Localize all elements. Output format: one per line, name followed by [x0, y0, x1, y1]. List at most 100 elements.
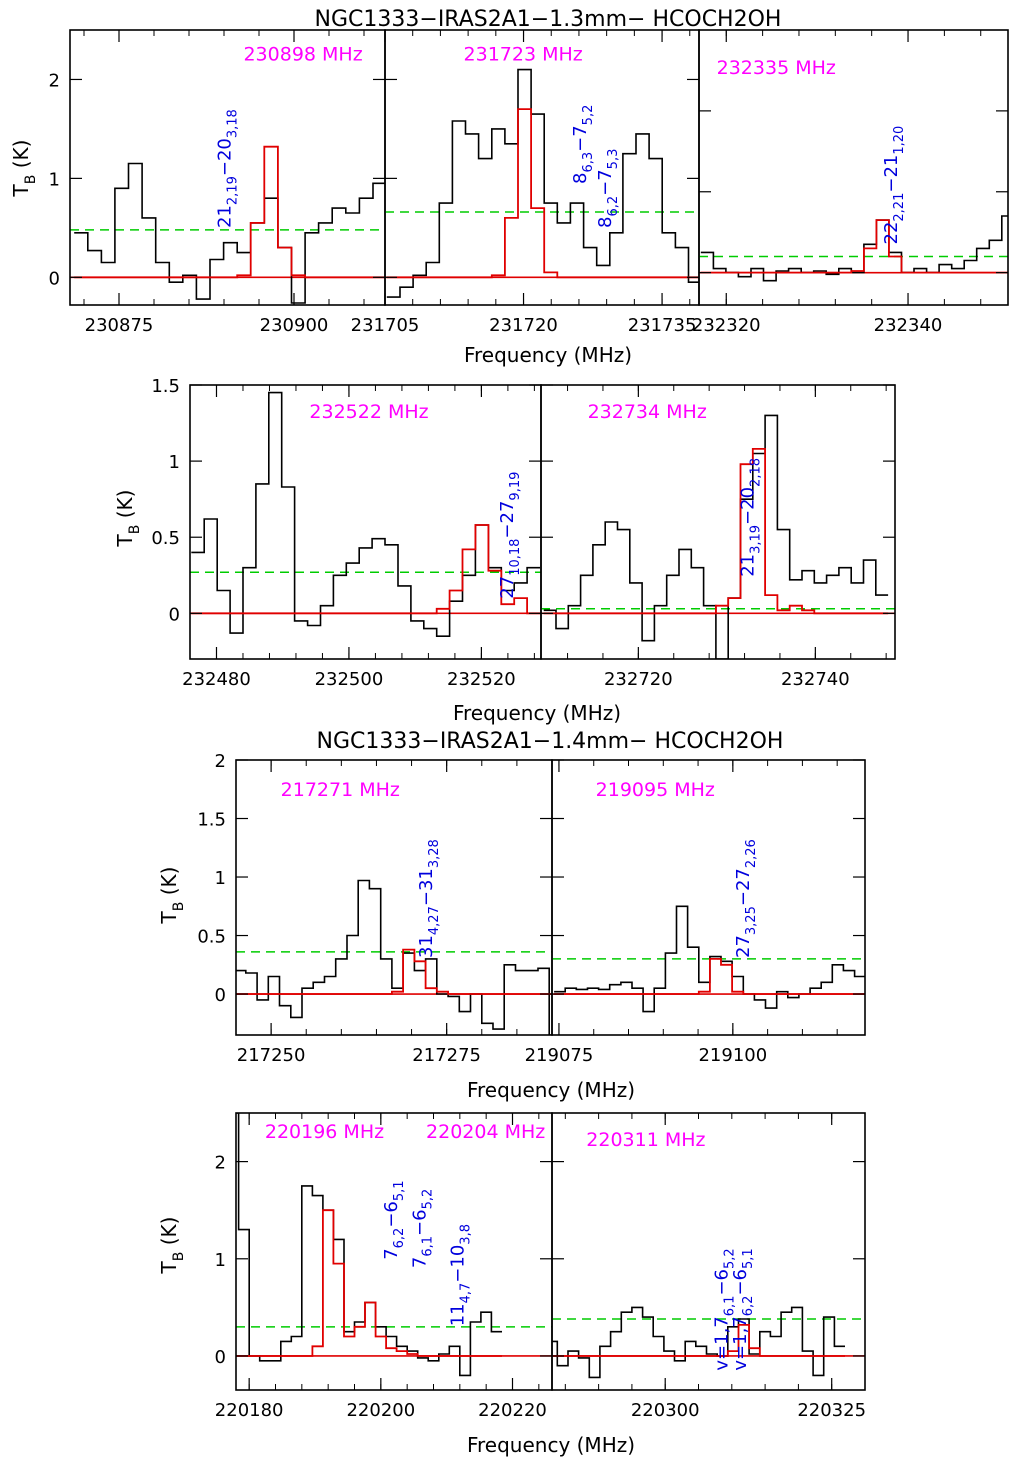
svg-text:TB (K): TB (K)	[9, 140, 39, 198]
frequency-label: 232734 MHz	[588, 401, 707, 423]
transition-label: 2710,18−279,19	[497, 472, 523, 599]
svg-text:v=1,76,1−65,2: v=1,76,1−65,2	[711, 1248, 737, 1370]
panel-p219095: 219075 219100 219095 MHz 273,25−272,26	[525, 759, 866, 1066]
x-tick-label: 232340	[874, 315, 943, 336]
transition-label: 76,1−65,2	[410, 1189, 436, 1268]
model-spectrum	[552, 1324, 845, 1357]
x-tick-label: 220220	[478, 1400, 547, 1421]
y-tick-label: 0	[49, 268, 60, 289]
frequency-label: 219095 MHz	[596, 779, 715, 801]
xlabel-row4: Frequency (MHz)	[467, 1433, 635, 1457]
title-1p4mm: NGC1333−IRAS2A1−1.4mm− HCOCH2OH	[317, 729, 784, 754]
panel-frame	[540, 384, 896, 660]
model-spectrum	[700, 219, 1008, 274]
ylabel-row4: TB (K)	[157, 1217, 187, 1275]
panel-p231723: 231705 231720 231735 231723 MHz 86,3−75,286,…	[351, 29, 700, 336]
model-spectrum	[74, 145, 385, 279]
y-tick-label: 0	[169, 604, 180, 625]
svg-text:114,7−103,8: 114,7−103,8	[448, 1224, 474, 1326]
y-tick-label: 1	[215, 1250, 226, 1271]
title-1p3mm: NGC1333−IRAS2A1−1.3mm− HCOCH2OH	[315, 7, 782, 32]
y-tick-label: 0.5	[197, 927, 226, 948]
transition-label: v=1,76,1−65,2	[711, 1248, 737, 1370]
transition-label: 114,7−103,8	[448, 1224, 474, 1326]
svg-text:TB (K): TB (K)	[157, 867, 187, 925]
x-tick-label: 232720	[604, 669, 673, 690]
ylabel-row1: TB (K)	[9, 140, 39, 198]
panel-p220311: 220300 220325 220311 MHz v=1,76,1−65,2v=1,7…	[551, 1112, 866, 1421]
y-tick-label: 1.5	[151, 376, 180, 397]
transition-label: 273,25−272,26	[733, 839, 759, 958]
panel-p232522: 232480 232500 232520 0 0.5 1 1.5 232522 MHz 2710…	[151, 376, 542, 690]
y-tick-label: 0.5	[151, 528, 180, 549]
x-tick-label: 217250	[237, 1045, 306, 1066]
x-tick-label: 220300	[631, 1400, 700, 1421]
panel-p232335: 232320 232340 232335 MHz 222,21−211,20	[692, 29, 1009, 336]
frequency-label: 231723 MHz	[464, 43, 583, 65]
svg-text:v=1,76,2−65,1: v=1,76,2−65,1	[730, 1248, 756, 1370]
observed-spectrum	[543, 414, 889, 659]
y-tick-label: 1	[215, 868, 226, 889]
frequency-label: 232335 MHz	[717, 57, 836, 79]
panel-frame	[698, 29, 1009, 306]
svg-text:213,19−202,18: 213,19−202,18	[737, 458, 763, 577]
xlabel-row2: Frequency (MHz)	[453, 701, 621, 725]
frequency-label: 232522 MHz	[309, 401, 428, 423]
panel-p217271: 217250 217275 0 0.5 1 1.5 2 217271 MHz 314,27−31…	[197, 751, 553, 1066]
y-tick-label: 2	[49, 70, 60, 91]
transition-label: 76,2−65,1	[381, 1180, 407, 1259]
x-tick-label: 232740	[781, 669, 850, 690]
transition-label: 86,2−75,3	[595, 149, 621, 228]
svg-text:86,2−75,3: 86,2−75,3	[595, 149, 621, 228]
frequency-label: 220204 MHz	[426, 1121, 545, 1143]
svg-text:212,19−203,18: 212,19−203,18	[215, 109, 241, 228]
svg-text:2710,18−279,19: 2710,18−279,19	[497, 472, 523, 599]
y-tick-label: 1	[49, 169, 60, 190]
y-tick-label: 2	[215, 751, 226, 772]
panel-p230898: 230875 230900 0 1 2 230898 MHz 212,19−203,18	[49, 29, 386, 336]
model-spectrum	[191, 524, 540, 615]
x-tick-label: 220180	[215, 1400, 284, 1421]
x-tick-label: 232320	[692, 315, 761, 336]
x-tick-label: 232500	[315, 669, 384, 690]
y-tick-label: 1.5	[197, 810, 226, 831]
observed-spectrum	[191, 391, 540, 637]
x-tick-label: 232520	[447, 669, 516, 690]
observed-spectrum	[552, 1306, 845, 1379]
svg-text:76,1−65,2: 76,1−65,2	[410, 1189, 436, 1268]
panel-frame	[551, 1112, 866, 1391]
xlabel-row1: Frequency (MHz)	[464, 343, 632, 367]
frequency-label: 220196 MHz	[265, 1121, 384, 1143]
frequency-label: 217271 MHz	[281, 779, 400, 801]
x-tick-label: 230900	[260, 315, 329, 336]
svg-text:76,2−65,1: 76,2−65,1	[381, 1180, 407, 1259]
y-tick-label: 1	[169, 452, 180, 473]
x-tick-label: 232480	[182, 669, 251, 690]
x-tick-label: 231720	[489, 315, 558, 336]
x-tick-label: 230875	[85, 315, 154, 336]
x-tick-label: 220325	[797, 1400, 866, 1421]
transition-label: v=1,76,2−65,1	[730, 1248, 756, 1370]
transition-label: 86,3−75,2	[570, 105, 596, 184]
model-spectrum	[386, 108, 699, 279]
model-spectrum	[543, 448, 889, 615]
x-tick-label: 220200	[346, 1400, 415, 1421]
y-tick-label: 2	[215, 1153, 226, 1174]
svg-text:86,3−75,2: 86,3−75,2	[570, 105, 596, 184]
frequency-label: 230898 MHz	[243, 43, 362, 65]
xlabel-row3: Frequency (MHz)	[467, 1078, 635, 1102]
transition-label: 212,19−203,18	[215, 109, 241, 228]
model-spectrum	[236, 948, 552, 995]
observed-spectrum	[236, 879, 552, 1035]
y-tick-label: 0	[215, 1347, 226, 1368]
model-spectrum	[554, 958, 865, 995]
svg-text:222,21−211,20: 222,21−211,20	[881, 126, 907, 245]
svg-text:273,25−272,26: 273,25−272,26	[733, 839, 759, 958]
frequency-label: 220311 MHz	[586, 1129, 705, 1151]
transition-label: 222,21−211,20	[881, 126, 907, 245]
observed-spectrum	[386, 68, 699, 298]
panel-p220196: 220180 220200 220220 0 1 2 220196 MHz 220204 MH…	[215, 1112, 553, 1421]
x-tick-label: 219075	[525, 1045, 594, 1066]
